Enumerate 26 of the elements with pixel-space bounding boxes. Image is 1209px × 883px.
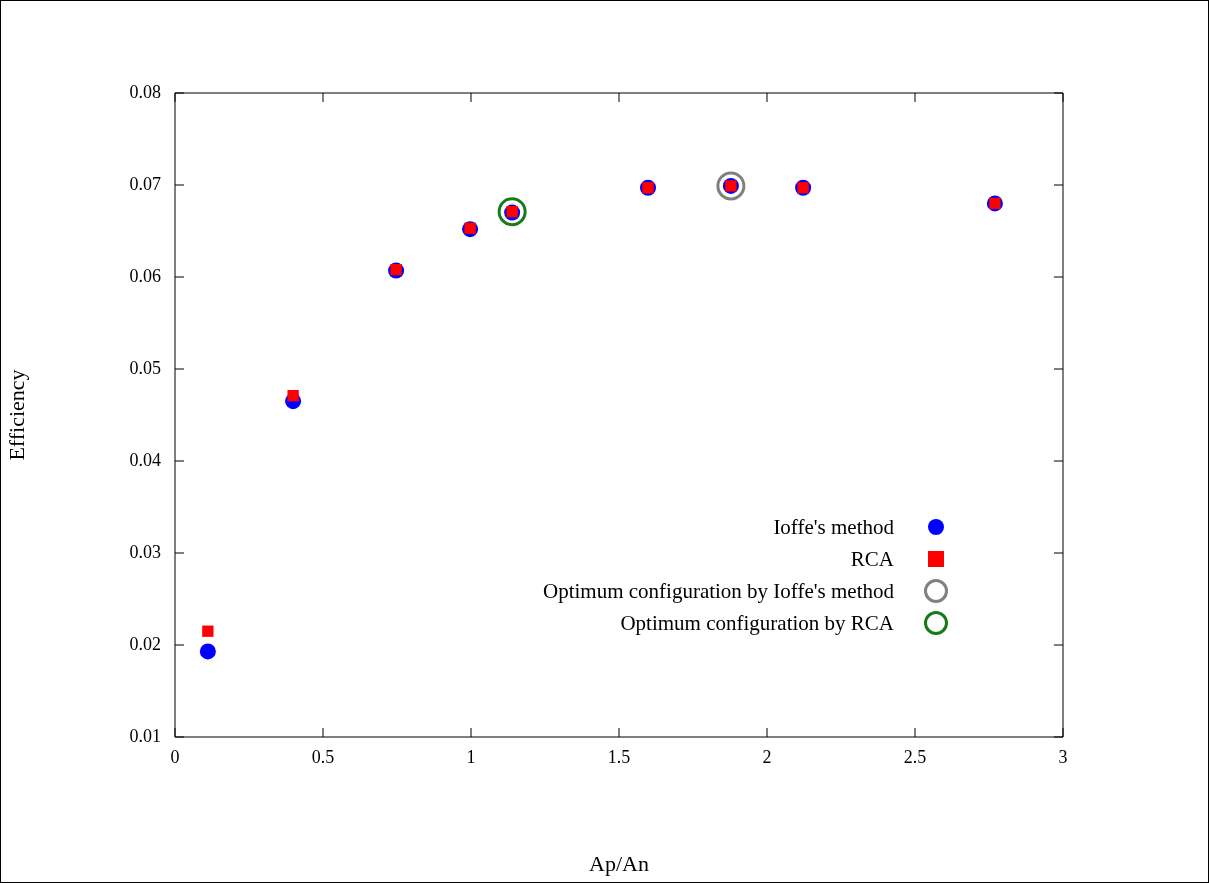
point <box>287 390 299 402</box>
y-tick-label: 0.06 <box>129 265 161 286</box>
point <box>497 197 527 227</box>
y-tick-label: 0.05 <box>129 357 161 378</box>
y-tick-label: 0.08 <box>129 81 161 102</box>
point <box>716 171 746 201</box>
y-tick-label: 0.02 <box>129 633 161 654</box>
x-tick-label: 2 <box>762 746 772 767</box>
x-tick-label: 1.5 <box>607 746 631 767</box>
x-tick-label: 2.5 <box>903 746 927 767</box>
legend-label: Ioffe's method <box>773 514 894 540</box>
legend-label: Optimum configuration by RCA <box>620 610 894 636</box>
x-axis-title: Ap/An <box>589 850 649 876</box>
x-tick-label: 0.5 <box>311 746 335 767</box>
x-tick-label: 3 <box>1058 746 1068 767</box>
legend-label: Optimum configuration by Ioffe's method <box>542 578 894 604</box>
y-tick-label: 0.04 <box>129 449 161 470</box>
legend-label: RCA <box>850 546 894 572</box>
point <box>202 625 214 637</box>
y-tick-label: 0.03 <box>129 541 161 562</box>
y-tick-label: 0.01 <box>129 725 161 746</box>
x-tick-label: 0 <box>170 746 180 767</box>
y-tick-label: 0.07 <box>129 173 161 194</box>
y-axis-title: Efficiency <box>3 369 29 461</box>
point <box>199 643 216 660</box>
x-tick-label: 1 <box>466 746 476 767</box>
